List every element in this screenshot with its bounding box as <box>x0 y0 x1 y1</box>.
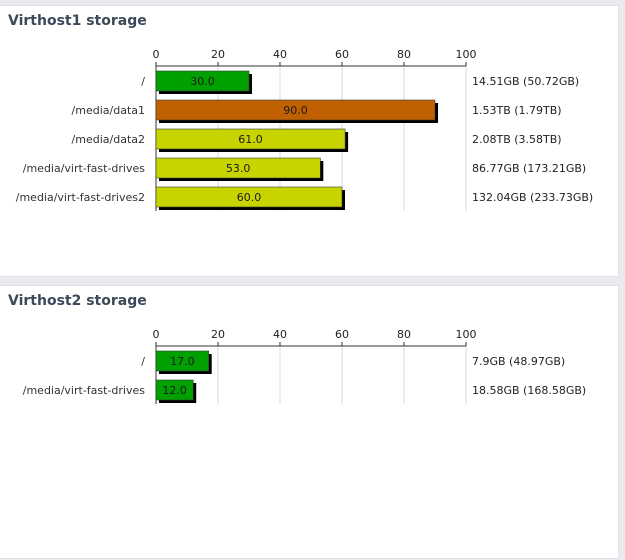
category-label: /media/virt-fast-drives <box>23 384 146 397</box>
x-tick-label: 80 <box>397 328 411 341</box>
category-label: /media/virt-fast-drives <box>23 162 146 175</box>
x-tick-label: 0 <box>153 328 160 341</box>
bar-value-label: 30.0 <box>190 75 215 88</box>
category-label: /media/data2 <box>72 133 145 146</box>
x-tick-label: 100 <box>456 48 477 61</box>
x-tick-label: 40 <box>273 48 287 61</box>
bar <box>155 186 343 208</box>
bar <box>155 350 210 372</box>
size-label: 18.58GB (168.58GB) <box>472 384 586 397</box>
category-label: / <box>141 355 145 368</box>
storage-chart-virthost1: 0 20 40 60 80 100 / 30.0 14.51GB (50.72GB) /media… <box>16 48 593 211</box>
size-label: 1.53TB (1.79TB) <box>472 104 562 117</box>
x-tick-label: 100 <box>456 328 477 341</box>
category-label: / <box>141 75 145 88</box>
x-tick-label: 60 <box>335 328 349 341</box>
size-label: 86.77GB (173.21GB) <box>472 162 586 175</box>
x-tick-label: 80 <box>397 48 411 61</box>
bar-value-label: 53.0 <box>226 162 251 175</box>
bar-value-label: 17.0 <box>170 355 195 368</box>
category-label: /media/virt-fast-drives2 <box>16 191 145 204</box>
bar <box>155 128 346 150</box>
storage-panel-virthost2: Virthost2 storage 0 20 40 60 80 100 / 17.0 7.9GB… <box>0 285 619 559</box>
size-label: 132.04GB (233.73GB) <box>472 191 593 204</box>
x-tick-label: 60 <box>335 48 349 61</box>
bar-value-label: 12.0 <box>162 384 187 397</box>
panel-title: Virthost1 storage <box>8 13 147 29</box>
size-label: 7.9GB (48.97GB) <box>472 355 565 368</box>
x-tick-label: 20 <box>211 48 225 61</box>
bar <box>155 379 194 401</box>
bar-value-label: 90.0 <box>283 104 308 117</box>
bar-value-label: 61.0 <box>238 133 263 146</box>
panel-title: Virthost2 storage <box>8 293 147 309</box>
bar <box>155 157 321 179</box>
storage-chart-virthost2: 0 20 40 60 80 100 / 17.0 7.9GB (48.97GB) /media/v… <box>23 328 586 404</box>
x-tick-label: 0 <box>153 48 160 61</box>
bar-value-label: 60.0 <box>237 191 262 204</box>
bar <box>155 70 250 92</box>
x-tick-label: 40 <box>273 328 287 341</box>
bar <box>155 99 436 121</box>
size-label: 2.08TB (3.58TB) <box>472 133 562 146</box>
x-tick-label: 20 <box>211 328 225 341</box>
storage-panel-virthost1: Virthost1 storage 0 20 40 60 80 100 / 30.0 14.51… <box>0 5 619 277</box>
size-label: 14.51GB (50.72GB) <box>472 75 579 88</box>
category-label: /media/data1 <box>72 104 145 117</box>
